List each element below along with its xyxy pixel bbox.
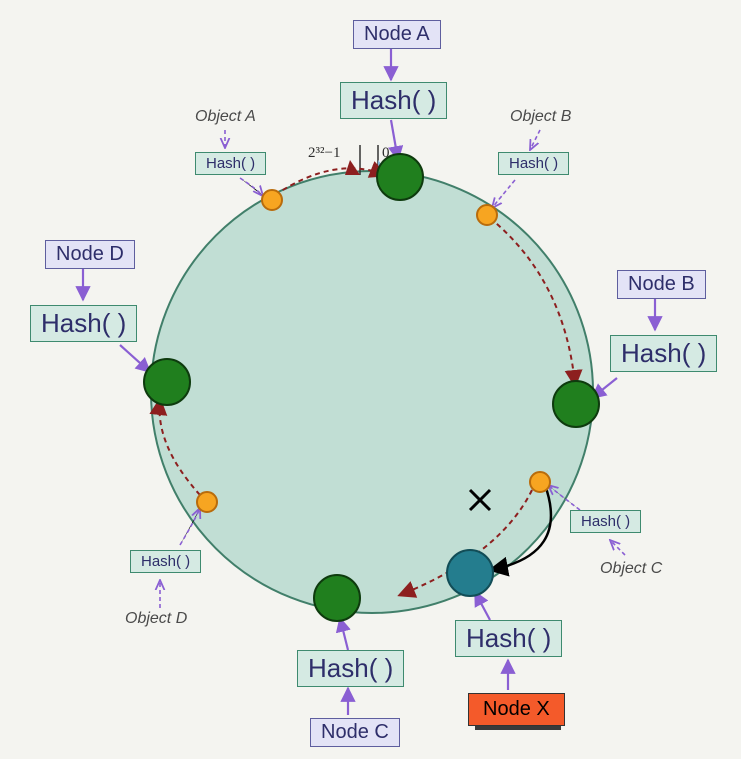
node-b-circle [552, 380, 600, 428]
object-a-hash-box: Hash( ) [195, 152, 266, 175]
object-c-dot [529, 471, 551, 493]
range-max-label: 2³²−1 [308, 145, 340, 162]
node-x-box: Node X [468, 693, 565, 726]
object-a-label: Object A [195, 108, 256, 126]
node-c-circle [313, 574, 361, 622]
object-d-label: Object D [125, 610, 187, 628]
range-zero-label: 0 [382, 145, 390, 162]
hash-ring [150, 170, 594, 614]
object-c-hash-box: Hash( ) [570, 510, 641, 533]
diagram-stage: 2³²−1 0 Node A Hash( ) Node B Hash( ) No… [0, 0, 741, 759]
node-b-box: Node B [617, 270, 706, 299]
node-d-box: Node D [45, 240, 135, 269]
node-d-circle [143, 358, 191, 406]
node-a-hash-box: Hash( ) [340, 82, 447, 119]
node-a-box: Node A [353, 20, 441, 49]
object-b-label: Object B [510, 108, 571, 126]
node-c-hash-box: Hash( ) [297, 650, 404, 687]
node-x-circle [446, 549, 494, 597]
object-d-hash-box: Hash( ) [130, 550, 201, 573]
object-d-dot [196, 491, 218, 513]
object-c-label: Object C [600, 560, 662, 578]
node-x-hash-box: Hash( ) [455, 620, 562, 657]
object-b-hash-box: Hash( ) [498, 152, 569, 175]
object-b-dot [476, 204, 498, 226]
node-c-box: Node C [310, 718, 400, 747]
node-b-hash-box: Hash( ) [610, 335, 717, 372]
node-d-hash-box: Hash( ) [30, 305, 137, 342]
object-a-dot [261, 189, 283, 211]
